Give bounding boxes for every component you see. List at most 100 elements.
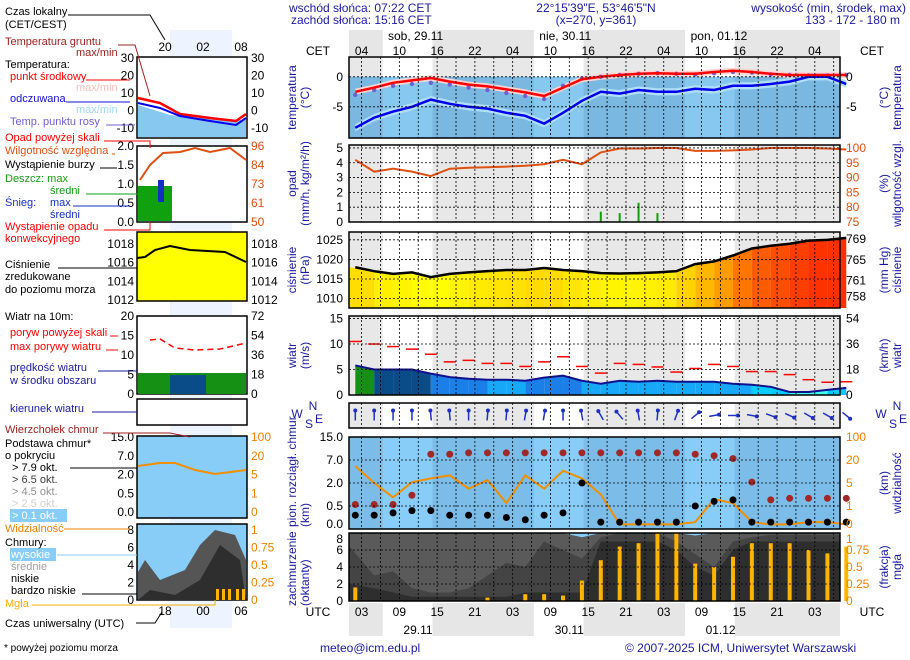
legend-label: Wystąpienie burzy [5,159,95,171]
night-band-top [583,30,685,56]
legend-label: konwekcyjnego [5,233,80,245]
legend-label: wysokie [10,549,50,561]
legend-label: Temp. punktu rosy [10,116,100,128]
legend-label: średni [50,185,80,197]
wind-direction-arrow [841,411,853,421]
night-shade [583,403,685,428]
legend-tick-right: 1 [251,523,258,537]
utc-tick: 03 [657,605,671,619]
utc-tick: 09 [544,605,558,619]
legend-tick-right: 1014 [251,274,278,288]
legend-label: Mgła [5,598,30,610]
legend-tick-right: 30 [251,51,265,65]
night-shade [583,145,685,222]
compass-letter: S [305,417,313,431]
fog-bar [806,550,811,601]
legend-tick-left: 0 [127,593,134,607]
axis-title-left: (m/s) [298,342,312,369]
contact-email-link[interactable]: meteo@icm.edu.pl [320,641,420,655]
legend-tick-left: 0.0 [117,215,134,229]
legend-label: średni [50,209,80,221]
wind-speed-segment [600,380,620,395]
legend-tick-right: 84 [251,158,265,172]
utc-tick: 21 [619,605,633,619]
arrow-head [524,408,529,413]
cloud-base-dot [616,518,624,526]
wind-speed-segment [714,381,733,395]
fog-bar [825,553,830,601]
legend-pressure-line [136,244,247,263]
cloud-top-dot [483,449,491,457]
legend-label: > 6.5 okt. [12,474,58,486]
legend-tick-left: 10 [121,86,135,100]
legend-label: Wierzchołek chmur [5,424,99,436]
legend-tick-left: 10 [121,348,135,362]
legend-label: Wilgotność względna [5,145,109,157]
pressure-area-segment [544,268,564,308]
pressure-area-segment [563,270,582,308]
pressure-area-segment [487,270,507,308]
wind-speed-segment [619,380,639,395]
legend-tick-left: 0.5 [117,486,134,500]
legend-label: > 4.5 okt. [12,486,58,498]
dew-point-dot [409,81,415,87]
legend-tick-left: 0.5 [117,196,134,210]
pressure-area-segment [600,273,620,308]
legend-label: Wiatr na 10m: [5,311,73,323]
arrow-head [596,409,601,414]
wind-direction-arrow [561,408,566,421]
cloud-base-dot [786,518,794,526]
arrow-head [848,416,853,421]
cloud-base-dot [559,509,567,517]
temperature-line [355,69,847,98]
axis-title-right: temperatura [890,65,904,130]
coordinates-text: 22°15'39"E, 53°46'5"N [536,1,655,15]
wind-speed-segment [411,369,431,395]
y-tick-right: 100 [846,430,866,444]
legend-fog-bar [242,589,245,600]
legend-utc-tick: 18 [158,604,172,618]
cloud-top-dot [370,500,378,508]
legend-tick-left: 2.0 [117,139,134,153]
cloud-top-dot [710,452,718,460]
legend-clouds-panel [136,435,248,519]
legend-tick-right: 0.75 [251,541,275,555]
cloud-base-dot [691,502,699,510]
dew-point-dot [541,96,547,102]
legend-label: o pokryciu [5,450,55,462]
sunset-text: zachód słońca: 15:16 CET [291,13,432,27]
pressure-area-segment [751,245,771,308]
cloud-base-dot [805,518,813,526]
fog-bar [485,597,490,601]
wind-direction-arrow [353,408,358,421]
cloud-base-dot [370,511,378,519]
y-tick-right: 36 [846,337,860,351]
utc-tick: 21 [770,605,784,619]
wind-direction-arrow [596,409,604,421]
legend-tick-left: 2 [127,576,134,590]
wind-direction-arrow [673,408,681,421]
rain-bar [599,211,602,222]
arrow-head [773,415,778,420]
day-label-top: nie, 30.11 [539,29,591,43]
legend-tick-left: 1014 [107,274,134,288]
cloud-top-dot [559,449,567,457]
legend-tick-right: 1018 [251,237,278,251]
wind-speed-segment [430,373,450,395]
wind-direction-arrow [635,408,641,421]
legend-tick-left: 6 [127,541,134,555]
y-tick-right: 0.25 [846,577,870,591]
y-tick-left: 6 [336,543,343,557]
y-tick-right: 85 [846,185,860,199]
wind-speed-segment [506,379,526,395]
legend-dir-panel [136,398,248,426]
legend-connector [68,14,166,41]
pressure-panel-frame [348,231,841,309]
cloud-top-dot [786,494,794,502]
fog-bar [579,580,584,601]
cet-tick: 22 [468,44,482,58]
cloud-top-dot [672,449,680,457]
y-tick-left: 0.5 [326,499,343,513]
arrow-head [792,415,797,420]
